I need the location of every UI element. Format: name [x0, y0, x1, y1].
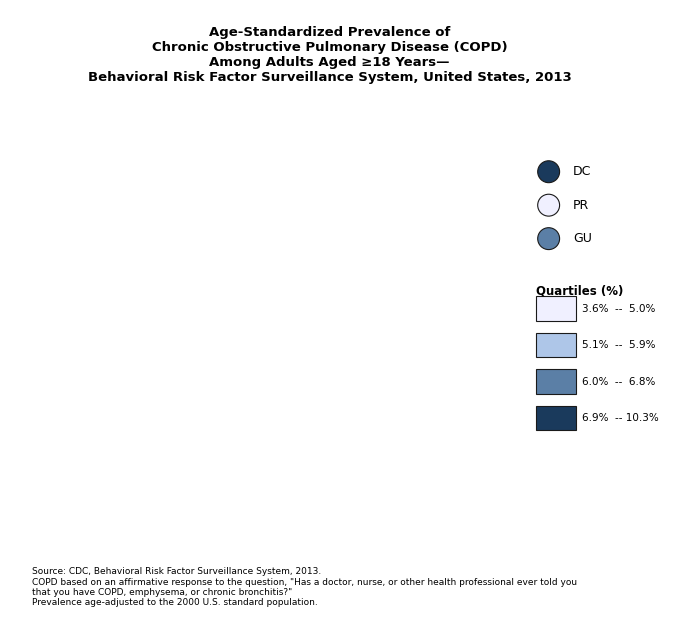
- Text: 3.6%  --  5.0%: 3.6% -- 5.0%: [582, 303, 655, 313]
- Bar: [536, 406, 576, 430]
- Bar: [536, 333, 576, 357]
- Bar: [536, 297, 576, 321]
- Text: 6.0%  --  6.8%: 6.0% -- 6.8%: [582, 376, 655, 387]
- Text: Age-Standardized Prevalence of
Chronic Obstructive Pulmonary Disease (COPD)
Amon: Age-Standardized Prevalence of Chronic O…: [88, 26, 571, 83]
- Text: GU: GU: [573, 232, 592, 245]
- Text: Quartiles (%): Quartiles (%): [536, 284, 624, 297]
- Bar: [536, 370, 576, 394]
- Text: DC: DC: [573, 165, 592, 178]
- Text: 6.9%  -- 10.3%: 6.9% -- 10.3%: [582, 413, 659, 423]
- Circle shape: [538, 161, 559, 183]
- Text: Source: CDC, Behavioral Risk Factor Surveillance System, 2013.
COPD based on an : Source: CDC, Behavioral Risk Factor Surv…: [32, 567, 577, 607]
- Text: 5.1%  --  5.9%: 5.1% -- 5.9%: [582, 340, 656, 350]
- Circle shape: [538, 194, 559, 216]
- Text: PR: PR: [573, 198, 589, 212]
- Circle shape: [538, 227, 559, 250]
